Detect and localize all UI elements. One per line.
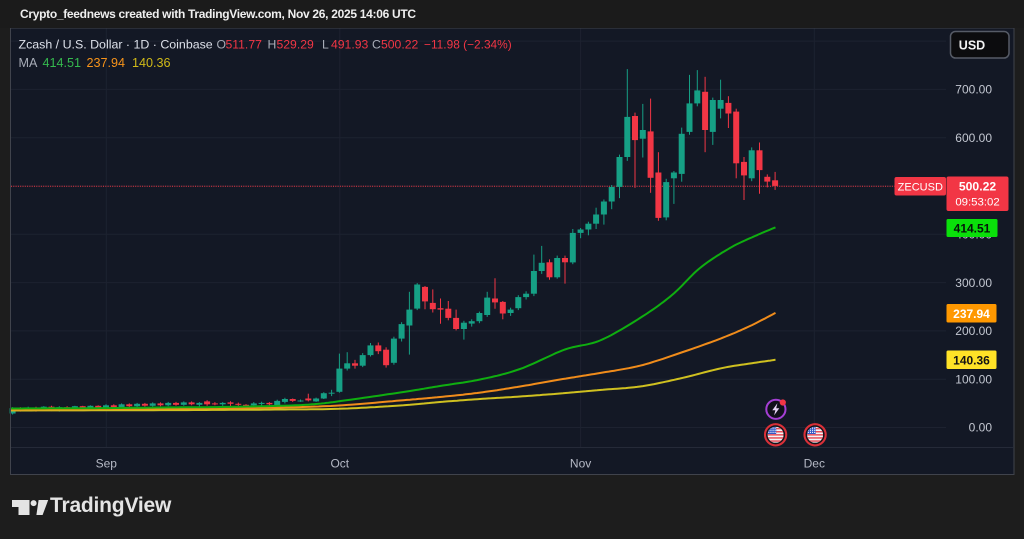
svg-text:491.93: 491.93 bbox=[331, 38, 368, 52]
svg-text:600.00: 600.00 bbox=[955, 131, 992, 145]
svg-text:511.77: 511.77 bbox=[226, 38, 263, 52]
svg-text:500.22: 500.22 bbox=[959, 179, 996, 193]
svg-text:C: C bbox=[372, 38, 381, 52]
svg-text:Dec: Dec bbox=[804, 457, 825, 471]
svg-text:USD: USD bbox=[959, 39, 985, 53]
svg-text:500.22: 500.22 bbox=[381, 38, 418, 52]
svg-text:0.00: 0.00 bbox=[969, 421, 993, 435]
svg-text:O: O bbox=[217, 38, 226, 52]
svg-text:140.36: 140.36 bbox=[132, 56, 171, 70]
svg-text:140.36: 140.36 bbox=[953, 353, 990, 367]
svg-text:Nov: Nov bbox=[570, 457, 591, 471]
svg-text:L: L bbox=[322, 38, 329, 52]
svg-text:09:53:02: 09:53:02 bbox=[955, 197, 999, 209]
svg-text:100.00: 100.00 bbox=[955, 372, 992, 386]
svg-text:414.51: 414.51 bbox=[954, 222, 991, 236]
svg-text:529.29: 529.29 bbox=[277, 38, 314, 52]
svg-text:300.00: 300.00 bbox=[955, 276, 992, 290]
svg-text:ZECUSD: ZECUSD bbox=[898, 181, 943, 193]
svg-text:414.51: 414.51 bbox=[43, 56, 82, 70]
svg-text:237.94: 237.94 bbox=[87, 56, 126, 70]
svg-text:Oct: Oct bbox=[330, 457, 349, 471]
svg-text:Sep: Sep bbox=[96, 457, 118, 471]
svg-text:237.94: 237.94 bbox=[953, 307, 990, 321]
svg-text:200.00: 200.00 bbox=[955, 324, 992, 338]
svg-text:MA: MA bbox=[19, 56, 38, 70]
svg-text:−11.98 (−2.34%): −11.98 (−2.34%) bbox=[424, 38, 512, 52]
svg-text:Zcash / U.S. Dollar · 1D · Coi: Zcash / U.S. Dollar · 1D · Coinbase bbox=[19, 38, 213, 52]
svg-text:H: H bbox=[268, 38, 277, 52]
svg-text:700.00: 700.00 bbox=[955, 83, 992, 97]
